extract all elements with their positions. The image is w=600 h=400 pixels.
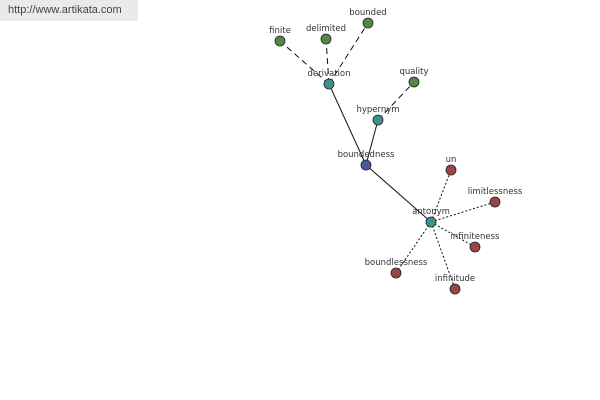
node bbox=[408, 76, 420, 88]
node-label: un bbox=[446, 155, 457, 165]
edge bbox=[377, 81, 415, 121]
node-label: limitlessness bbox=[468, 187, 523, 197]
node bbox=[445, 164, 457, 176]
node bbox=[323, 78, 335, 90]
node-label: antonym bbox=[412, 207, 450, 217]
node-label: hypernym bbox=[356, 105, 399, 115]
url-bar: http://www.artikata.com bbox=[0, 0, 138, 21]
node bbox=[469, 241, 481, 253]
node bbox=[360, 159, 372, 171]
node bbox=[489, 196, 501, 208]
node-label: quality bbox=[399, 67, 428, 77]
node bbox=[425, 216, 437, 228]
edge bbox=[328, 83, 367, 166]
edge bbox=[365, 164, 432, 223]
edge bbox=[365, 119, 379, 166]
node-label: finite bbox=[269, 26, 291, 36]
node-label: boundedness bbox=[338, 150, 395, 160]
url[interactable]: http://www.artikata.com bbox=[8, 4, 122, 16]
node bbox=[320, 33, 332, 45]
edge bbox=[279, 40, 330, 85]
node-label: bounded bbox=[349, 8, 386, 18]
edge bbox=[430, 169, 452, 223]
node bbox=[372, 114, 384, 126]
node-label: derivation bbox=[307, 69, 350, 79]
node-label: infinitude bbox=[435, 274, 475, 284]
edge bbox=[430, 201, 496, 223]
node-label: boundlessness bbox=[365, 258, 428, 268]
edge bbox=[430, 221, 476, 248]
node-label: delimited bbox=[306, 24, 346, 34]
node-label: infiniteness bbox=[451, 232, 500, 242]
node bbox=[449, 283, 461, 295]
node bbox=[390, 267, 402, 279]
node bbox=[362, 17, 374, 29]
node bbox=[274, 35, 286, 47]
edge bbox=[328, 22, 369, 85]
edge bbox=[325, 38, 330, 85]
